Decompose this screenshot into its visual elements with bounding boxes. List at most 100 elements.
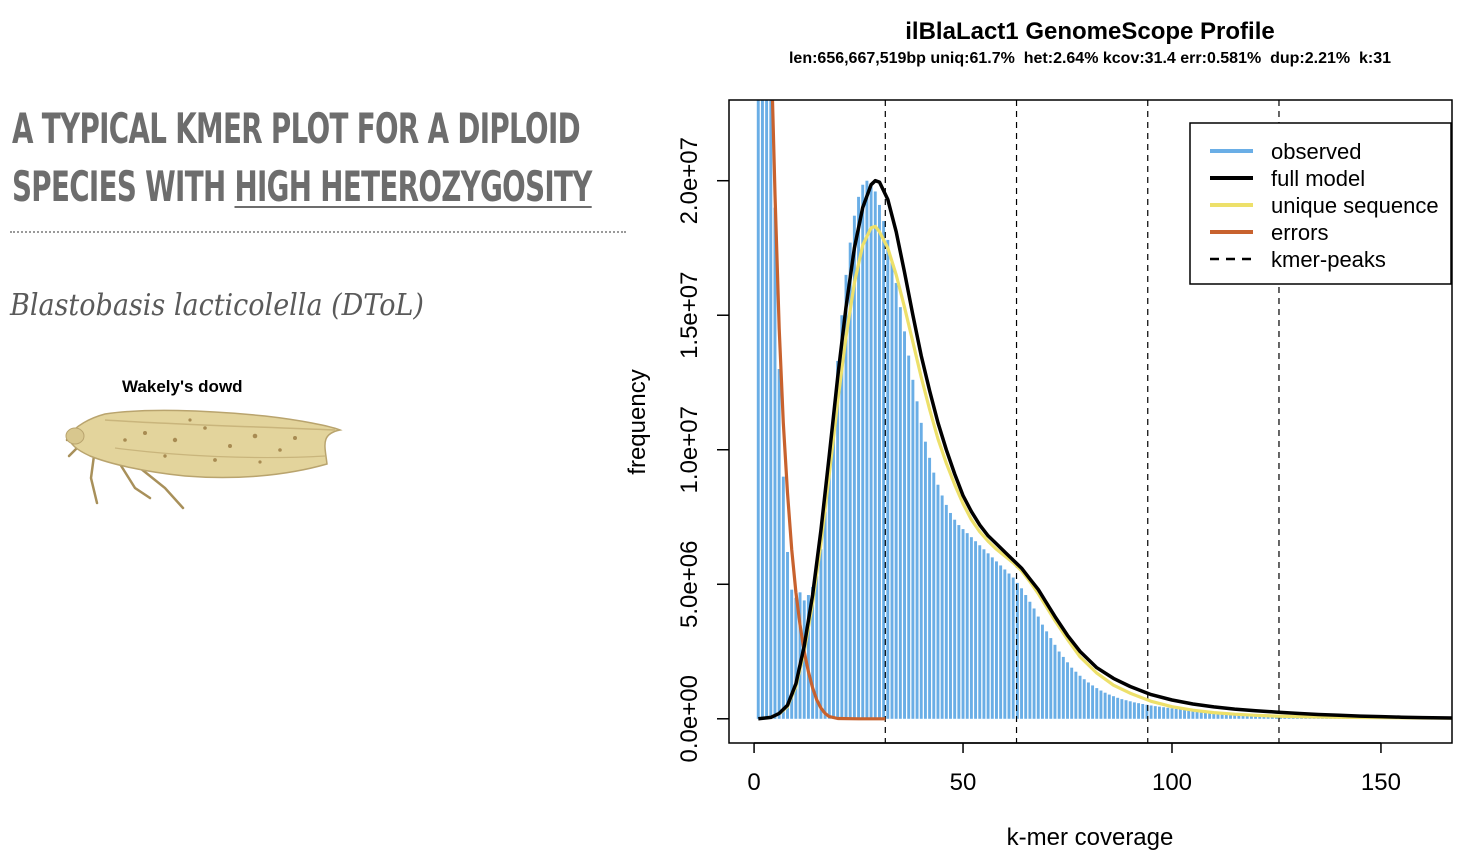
observed-bar [832,414,835,719]
observed-bar [806,595,810,719]
slide-title-line1: A TYPICAL KMER PLOT FOR A DIPLOID [12,104,581,153]
observed-bar [1024,595,1028,719]
observed-bar [1074,671,1078,719]
observed-bar [1149,705,1153,719]
observed-bar [1066,662,1069,719]
observed-bar [953,519,957,719]
dotted-divider [10,231,626,233]
observed-bar [1220,712,1224,719]
moth-image [65,409,343,510]
observed-bar [1057,651,1061,719]
species-name: Blastobasis lacticolella (DToL) [10,288,424,323]
observed-bar [794,597,798,719]
observed-bar [769,100,773,719]
observed-bar [1028,601,1032,719]
observed-bar [798,592,802,719]
slide-title: A TYPICAL KMER PLOT FOR A DIPLOID SPECIE… [12,100,592,216]
observed-bar [986,553,990,719]
observed-bar [982,549,986,719]
observed-bar [1107,694,1111,719]
observed-bar [1174,708,1178,719]
observed-bar [898,307,902,719]
observed-bar [919,422,923,719]
observed-bar [1199,711,1203,719]
y-axis-label: frequency [624,369,651,474]
observed-bar [1162,707,1166,719]
observed-bar [1120,699,1124,719]
observed-bar [1015,582,1019,719]
observed-bar [1166,707,1170,719]
y-tick-label: 2.0e+07 [676,137,703,224]
observed-bar [811,586,815,719]
observed-bar [765,100,769,719]
observed-bar [1153,706,1157,719]
observed-bar [961,529,965,719]
observed-bar [1141,703,1145,719]
observed-bar [815,576,819,719]
legend-label: full model [1271,166,1365,191]
observed-bar [1082,679,1086,719]
observed-bar [1011,577,1015,719]
observed-bar [894,282,898,719]
kmer-chart: ilBlaLact1 GenomeScope Profile len:656,6… [624,18,1453,851]
observed-bar [819,549,823,719]
observed-bar [928,457,932,719]
legend-label: errors [1271,220,1328,245]
model-lines [758,99,1453,721]
observed-bar [1040,624,1044,719]
observed-bar [1183,709,1186,719]
observed-bars [756,100,1450,719]
y-tick-label: 5.0e+06 [676,541,703,628]
kmer-peak-lines [884,100,1280,743]
observed-bar [1203,711,1207,719]
y-tick-label: 1.5e+07 [676,272,703,359]
observed-bar [852,215,856,719]
observed-bar [1036,616,1040,719]
observed-bar [869,183,873,719]
legend-label: observed [1271,139,1362,164]
observed-bar [756,100,760,719]
observed-bar [1145,704,1149,719]
observed-bar [932,472,936,719]
observed-bar [1157,706,1161,719]
slide-title-prefix: SPECIES WITH [12,162,235,211]
observed-bar [840,315,844,719]
observed-bar [957,525,961,719]
observed-bar [1237,713,1241,719]
observed-bar [777,369,781,719]
observed-bar [857,196,861,719]
observed-bar [923,441,927,719]
observed-bar [1091,685,1095,719]
legend-label: kmer-peaks [1271,247,1386,272]
x-tick-label: 0 [747,769,760,796]
observed-bar [944,504,948,719]
observed-bar [1229,712,1232,719]
slide-title-highlight: HIGH HETEROZYGOSITY [234,162,592,211]
observed-bar [786,551,789,719]
observed-bar [823,511,827,719]
observed-bar [1053,644,1057,719]
observed-bar [949,512,952,719]
x-axis: 0 50 100 150 [747,742,1401,796]
observed-bar [1078,675,1082,719]
observed-bar [990,557,994,719]
observed-bar [1128,701,1132,719]
x-tick-label: 150 [1361,769,1401,796]
chart-subtitle: len:656,667,519bp uniq:61.7% het:2.64% k… [789,50,1391,67]
observed-bar [940,495,944,719]
full-model-line [758,178,1453,721]
observed-bar [1032,608,1036,719]
observed-bar [1103,692,1107,719]
observed-bar [836,360,840,719]
observed-bar [781,476,785,719]
observed-bar [1116,697,1120,719]
moth-head [65,427,85,445]
observed-bar [1124,700,1128,719]
slide-title-line2: SPECIES WITH HIGH HETEROZYGOSITY [12,158,592,216]
observed-bar [1195,710,1199,719]
observed-bar [886,239,890,719]
observed-bar [1045,631,1049,719]
observed-bar [865,180,869,719]
observed-bar [1178,709,1182,719]
errors-line [770,99,886,721]
